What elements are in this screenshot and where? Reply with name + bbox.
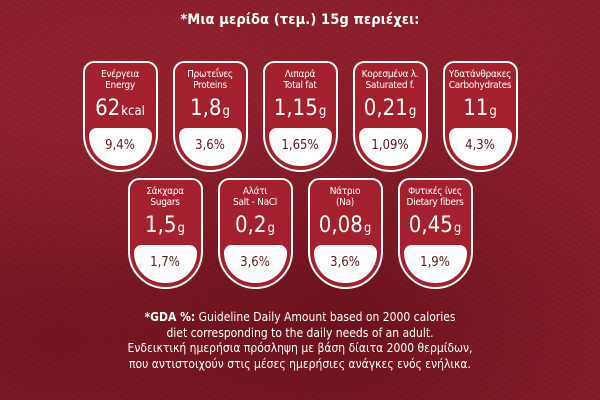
- value-number: 62: [95, 96, 121, 121]
- labels-row-1: Ενέργεια Energy 62kcal 9,4% Πρωτεΐνες Pr…: [0, 61, 600, 172]
- value-unit: g: [222, 104, 230, 119]
- value-unit: g: [363, 221, 372, 236]
- value-unit: g: [177, 221, 185, 236]
- value-number: 1,5: [145, 213, 177, 238]
- name-greek: Λιπαρά: [284, 69, 316, 80]
- value-unit: kcal: [121, 104, 145, 119]
- label-value: 0,2g: [220, 213, 291, 238]
- gda-percent: 3,6%: [313, 245, 377, 283]
- name-greek: Κορεσμένα λ.: [361, 69, 419, 80]
- footnote-line-1-text: Guideline Daily Amount based on 2000 cal…: [198, 310, 456, 324]
- name-greek: Πρωτεΐνες: [187, 69, 233, 80]
- name-english: Energy: [105, 80, 135, 91]
- label-name: Λιπαρά Total fat: [265, 69, 336, 91]
- name-greek: Φυτικές ίνες: [408, 186, 462, 197]
- name-greek: Ενέργεια: [100, 69, 140, 80]
- label-value: 11g: [445, 96, 516, 121]
- label-value: 0,08g: [310, 213, 381, 238]
- label-name: Σάκχαρα Sugars: [130, 186, 201, 208]
- name-english: Total fat: [283, 80, 317, 91]
- value-number: 11: [463, 96, 489, 121]
- label-energy: Ενέργεια Energy 62kcal 9,4%: [82, 61, 158, 172]
- value-number: 1,8: [190, 96, 222, 121]
- label-sodium: Νάτριο (Na) 0,08g 3,6%: [307, 178, 383, 289]
- label-name: Φυτικές ίνες Dietary fibers: [400, 186, 471, 208]
- labels-row-2: Σάκχαρα Sugars 1,5g 1,7% Αλάτι Salt - Na…: [0, 178, 600, 289]
- label-name: Υδατάνθρακες Carbohydrates: [445, 69, 516, 91]
- name-english: Proteins: [193, 80, 227, 91]
- label-value: 1,5g: [130, 213, 201, 238]
- value-unit: g: [267, 221, 275, 236]
- name-greek: Σάκχαρα: [146, 186, 184, 197]
- label-name: Πρωτεΐνες Proteins: [175, 69, 246, 91]
- value-number: 1,15: [273, 96, 318, 121]
- gda-footnote: *GDA %: Guideline Daily Amount based on …: [0, 310, 600, 372]
- value-unit: g: [408, 104, 417, 119]
- label-sugars: Σάκχαρα Sugars 1,5g 1,7%: [127, 178, 203, 289]
- value-number: 0,45: [408, 213, 453, 238]
- footnote-line-1: *GDA %: Guideline Daily Amount based on …: [0, 310, 600, 326]
- gda-percent: 3,6%: [178, 128, 242, 166]
- label-name: Κορεσμένα λ. Saturated f.: [355, 69, 426, 91]
- label-total-fat: Λιπαρά Total fat 1,15g 1,65%: [262, 61, 338, 172]
- value-number: 0,21: [363, 96, 408, 121]
- name-greek: Υδατάνθρακες: [448, 69, 512, 80]
- value-unit: g: [489, 104, 497, 119]
- name-english: Carbohydrates: [448, 80, 512, 91]
- value-number: 0,08: [318, 213, 363, 238]
- gda-percent: 1,09%: [358, 128, 422, 166]
- value-unit: g: [318, 104, 327, 119]
- label-carbohydrates: Υδατάνθρακες Carbohydrates 11g 4,3%: [442, 61, 518, 172]
- footnote-gda-label: *GDA %:: [144, 310, 196, 324]
- label-saturated-fat: Κορεσμένα λ. Saturated f. 0,21g 1,09%: [352, 61, 428, 172]
- label-dietary-fibers: Φυτικές ίνες Dietary fibers 0,45g 1,9%: [397, 178, 473, 289]
- label-proteins: Πρωτεΐνες Proteins 1,8g 3,6%: [172, 61, 248, 172]
- footnote-line-3: Ενδεικτική ημερήσια πρόσληψη με βάση δία…: [127, 341, 473, 355]
- value-number: 0,2: [235, 213, 267, 238]
- name-english: Salt - NaCl: [233, 197, 277, 208]
- gda-percent: 1,7%: [133, 245, 197, 283]
- name-english: Dietary fibers: [406, 197, 464, 208]
- label-value: 1,8g: [175, 96, 246, 121]
- label-value: 0,45g: [400, 213, 471, 238]
- gda-percent: 9,4%: [88, 128, 152, 166]
- gda-percent: 1,65%: [268, 128, 332, 166]
- name-greek: Αλάτι: [242, 186, 268, 197]
- name-english: Sugars: [150, 197, 180, 208]
- gda-percent: 3,6%: [223, 245, 287, 283]
- label-value: 0,21g: [355, 96, 426, 121]
- label-value: 62kcal: [85, 96, 156, 121]
- label-salt: Αλάτι Salt - NaCl 0,2g 3,6%: [217, 178, 293, 289]
- serving-header: *Μια μερίδα (τεμ.) 15g περιέχει:: [180, 12, 420, 28]
- footnote-line-2: diet corresponding to the daily needs of…: [166, 325, 434, 340]
- label-name: Ενέργεια Energy: [85, 69, 156, 91]
- label-name: Αλάτι Salt - NaCl: [220, 186, 291, 208]
- name-english: Saturated f.: [365, 80, 415, 91]
- label-name: Νάτριο (Na): [310, 186, 381, 208]
- gda-percent: 4,3%: [448, 128, 512, 166]
- gda-percent: 1,9%: [403, 245, 467, 283]
- label-value: 1,15g: [265, 96, 336, 121]
- value-unit: g: [453, 221, 462, 236]
- footnote-line-4: που αντιστοιχούν στις μέσες ημερήσιες αν…: [129, 356, 471, 371]
- name-greek: Νάτριο: [329, 186, 361, 197]
- name-english: (Na): [335, 197, 355, 208]
